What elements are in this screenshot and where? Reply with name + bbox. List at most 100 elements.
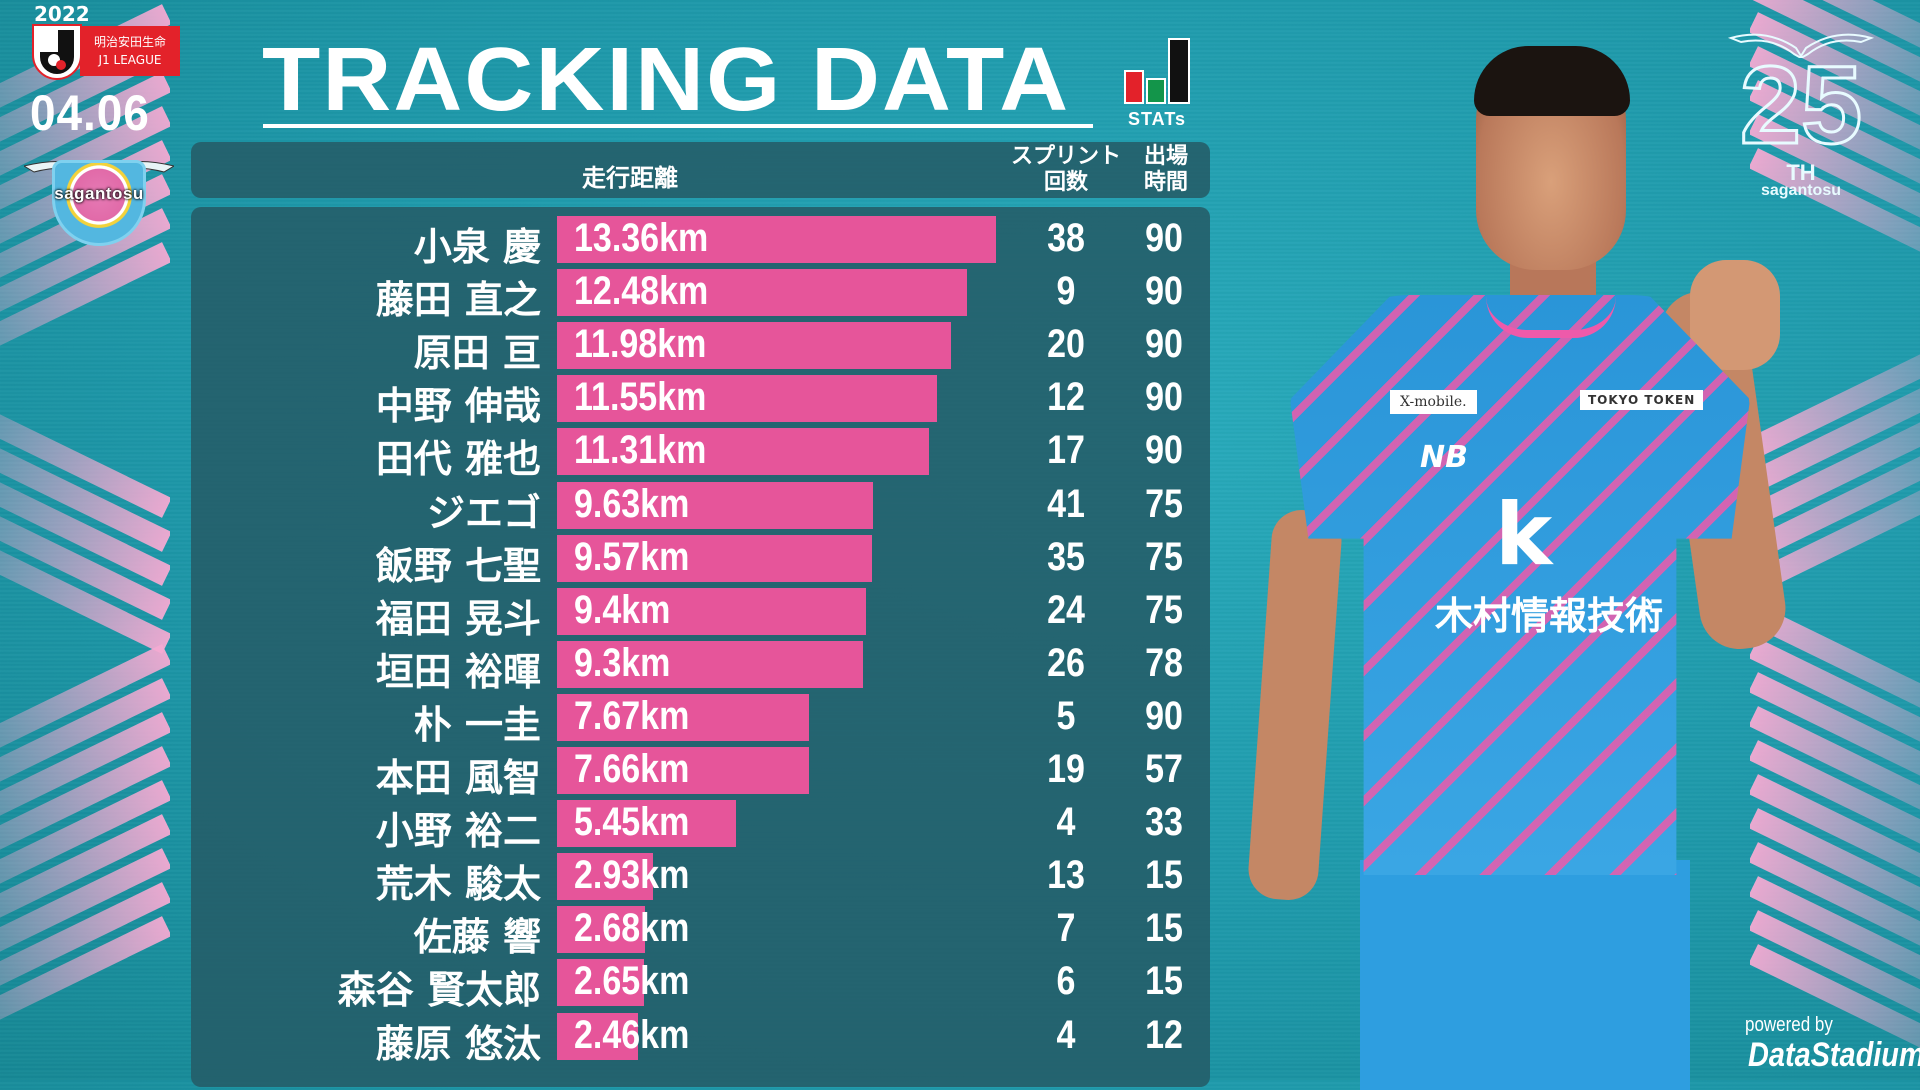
minutes-played: 15 [1145,906,1183,951]
distance-value: 2.68km [574,906,690,951]
player-photo: X-mobile. TOKYO TOKEN NB k 木村情報技術 [1240,40,1800,1090]
sprint-count: 41 [1047,481,1085,526]
distance-value: 11.98km [574,322,707,367]
table-row: 藤田 直之 12.48km 9 90 [191,269,1210,322]
anniversary-logo: 25 TH sagantosu [1726,28,1876,208]
sprint-count: 26 [1047,640,1085,685]
sprint-count: 4 [1056,1012,1076,1057]
column-header-panel [191,142,1210,198]
minutes-played: 75 [1145,587,1183,632]
distance-bar [557,747,809,794]
sprint-count: 20 [1047,322,1085,367]
column-header-sprints: スプリント 回数 [1006,144,1126,196]
table-row: 朴 一圭 7.67km 5 90 [191,693,1210,747]
player-name: 小野 裕二 [375,809,541,854]
player-hair [1474,46,1630,116]
sprint-count: 5 [1056,693,1076,738]
player-name: 田代 雅也 [375,437,541,482]
minutes-played: 90 [1145,375,1183,420]
powered-by-label: powered by [1745,1014,1833,1036]
table-row: ジエゴ 9.63km 41 75 [191,481,1210,535]
table-row: 森谷 賢太郎 2.65km 6 15 [191,959,1210,1013]
sprint-count: 17 [1047,428,1085,473]
player-name: 本田 風智 [375,756,541,800]
distance-value: 9.3km [574,640,671,685]
league-name-box: 明治安田生命 J1 LEAGUE [80,26,180,76]
anniversary-suffix: TH [1786,160,1816,185]
distance-value: 11.31km [574,428,707,473]
distance-value: 9.57km [574,534,690,579]
page-title: TRACKING DATA [262,30,1071,130]
minutes-played: 57 [1145,747,1183,791]
j-league-logo: 明治安田生命 J1 LEAGUE [32,24,182,80]
minutes-header-line2: 時間 [1143,170,1188,195]
minutes-played: 12 [1145,1012,1183,1057]
minutes-header-line1: 出場 [1143,144,1188,169]
table-row: 福田 晃斗 9.4km 24 75 [191,587,1210,641]
sprint-count: 6 [1056,959,1076,1004]
column-header-minutes: 出場 時間 [1136,144,1196,196]
stats-logo: STATs [1122,38,1192,130]
stats-bar-black-icon [1168,38,1190,104]
player-name: ジエゴ [426,490,541,535]
player-name: 森谷 賢太郎 [337,968,541,1013]
minutes-played: 78 [1145,640,1183,685]
distance-value: 2.65km [574,959,690,1004]
stats-label: STATs [1128,109,1186,129]
player-name: 小泉 慶 [413,225,541,269]
sprint-count: 7 [1056,906,1076,951]
distance-bar [557,428,929,476]
distance-value: 9.4km [574,587,671,632]
column-header-distance: 走行距離 [582,164,678,192]
distance-value: 9.63km [574,481,690,526]
data-provider-logo: DataStadium [1748,1036,1920,1074]
distance-bar [557,906,646,954]
minutes-played: 90 [1145,428,1183,473]
distance-bar [557,481,874,529]
distance-bar [557,269,968,317]
minutes-played: 75 [1145,481,1183,526]
distance-bar [557,587,866,635]
table-row: 飯野 七聖 9.57km 35 75 [191,534,1210,588]
sponsor-xmobile: X-mobile. [1390,390,1477,414]
player-name: 荒木 駿太 [375,862,541,907]
club-emblem: sagantosu [24,148,174,248]
stats-bar-red-icon [1124,70,1144,104]
table-row: 中野 伸哉 11.55km 12 90 [191,375,1210,429]
minutes-played: 75 [1145,534,1183,579]
chest-sponsor-text: 木村情報技術 [1435,594,1664,638]
minutes-played: 90 [1145,322,1183,367]
league-name: J1 LEAGUE [98,53,162,67]
distance-bar [557,800,737,848]
sprint-count: 24 [1047,587,1085,632]
player-name: 佐藤 響 [413,915,541,960]
player-name: 朴 一圭 [413,702,541,747]
table-row: 原田 亘 11.98km 20 90 [191,322,1210,375]
minutes-played: 90 [1145,269,1183,314]
table-row: 藤原 悠汰 2.46km 4 12 [191,1012,1210,1066]
distance-value: 13.36km [574,216,709,260]
sprint-count: 38 [1047,216,1085,260]
minutes-played: 15 [1145,959,1183,1004]
distance-bar [557,375,937,423]
match-date: 04.06 [30,85,150,141]
sprints-header-line2: 回数 [1043,170,1088,195]
player-left-arm [1246,508,1344,902]
distance-bar [557,322,951,370]
distance-bar [557,693,809,741]
player-name: 中野 伸哉 [375,384,541,429]
sprint-count: 12 [1047,375,1085,420]
sprint-count: 4 [1056,800,1076,845]
distance-value: 2.93km [574,853,690,898]
jersey-collar [1486,296,1616,338]
sprint-count: 13 [1047,853,1085,898]
player-fist [1690,260,1780,370]
table-row: 佐藤 響 2.68km 7 15 [191,906,1210,960]
distance-value: 7.66km [574,747,690,791]
season-year: 2022 [34,2,90,26]
minutes-played: 90 [1145,216,1183,260]
minutes-played: 33 [1145,800,1183,845]
distance-bar [557,640,863,688]
table-row: 本田 風智 7.66km 19 57 [191,747,1210,800]
club-shield-icon [52,160,146,246]
